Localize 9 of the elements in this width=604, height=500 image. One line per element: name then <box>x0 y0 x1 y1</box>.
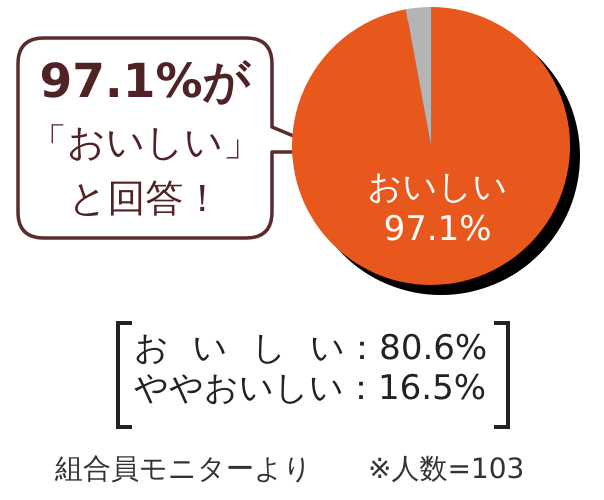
text: と回答！ <box>68 176 222 220</box>
data-label: 97.1% <box>384 209 492 250</box>
text: 「おいしい」 <box>29 120 261 164</box>
slice-label: おいしい <box>368 167 508 208</box>
text: ※人数=103 <box>368 452 524 485</box>
text: お い し い：80.6% <box>134 328 488 368</box>
text: 97.1%が <box>40 54 251 109</box>
text: ややおいしい：16.5% <box>134 368 486 408</box>
text: 組合員モニターより <box>55 452 312 485</box>
